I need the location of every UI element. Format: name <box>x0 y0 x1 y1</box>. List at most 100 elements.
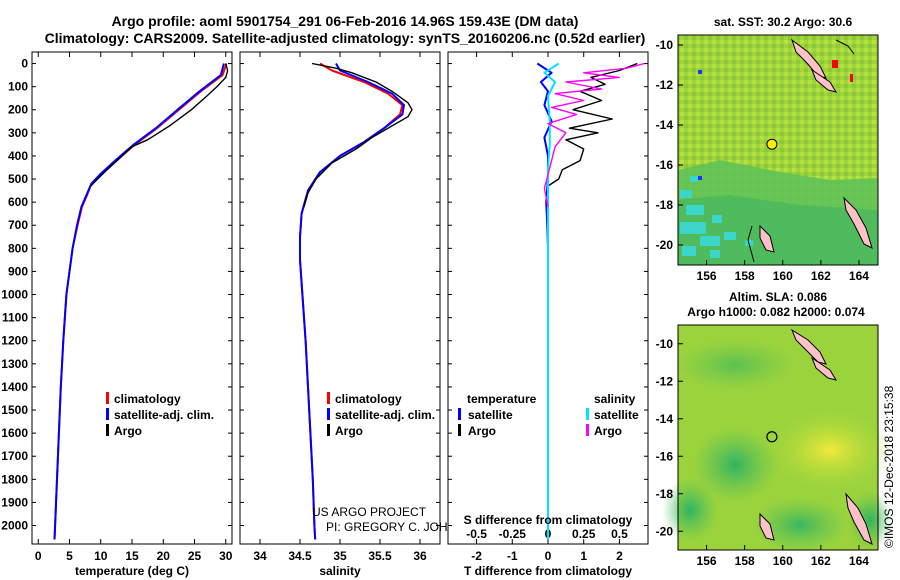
depth-tick-label: 1000 <box>1 288 28 302</box>
legend-swatch-climatology <box>106 392 109 404</box>
legend-satellite: satellite-adj. clim. <box>335 408 435 422</box>
map-y-tick-label: -10 <box>656 337 674 351</box>
map-x-tick-label: 156 <box>697 269 717 283</box>
depth-tick-label: 400 <box>8 149 28 163</box>
x-tick-label: 20 <box>157 549 171 563</box>
map-y-tick-label: -18 <box>656 487 674 501</box>
difference-xlabel: T difference from climatology <box>464 564 632 578</box>
map-x-tick-label: 160 <box>773 554 793 568</box>
sla-low-region <box>675 339 795 391</box>
sst-map: sat. SST: 30.2 Argo: 30.6 <box>656 15 879 283</box>
sst-axis-ticks: 156 158 160 162 164 -10 -12 -14 -16 -18 -20 <box>656 38 870 283</box>
x-tick-label: 35 <box>333 549 347 563</box>
legend-t-argo: Argo <box>468 424 496 438</box>
sst-map-title: sat. SST: 30.2 Argo: 30.6 <box>714 15 853 29</box>
series-s-satellite <box>543 62 560 540</box>
depth-tick-label: 900 <box>8 264 28 278</box>
map-x-tick-label: 164 <box>849 554 869 568</box>
legend-swatch-s-argo <box>586 424 589 436</box>
map-y-tick-label: -14 <box>656 118 674 132</box>
x-tick-label: 0 <box>545 549 552 563</box>
s-diff-tick-label: 0.5 <box>611 527 628 541</box>
depth-tick-label: 700 <box>8 218 28 232</box>
map-x-tick-label: 156 <box>697 554 717 568</box>
temperature-ticks: 0 5 10 15 20 25 30 <box>32 52 233 563</box>
salinity-panel: 34 34.5 35 35.5 36 salinity climatology sate… <box>239 51 482 578</box>
title-line-1: Argo profile: aoml 5901754_291 06-Feb-20… <box>112 13 579 29</box>
sst-cooler-region <box>678 195 878 265</box>
map-y-tick-label: -10 <box>656 38 674 52</box>
map-x-tick-label: 160 <box>773 269 793 283</box>
map-y-tick-label: -12 <box>656 78 674 92</box>
sla-map-title: Altim. SLA: 0.086 <box>729 290 827 304</box>
x-tick-label: 25 <box>188 549 202 563</box>
legend-s-argo: Argo <box>594 424 622 438</box>
s-diff-tick-label: 0.25 <box>572 527 596 541</box>
depth-tick-label: 100 <box>8 80 28 94</box>
s-diff-tick-label: -0.25 <box>499 527 527 541</box>
map-y-tick-label: -16 <box>656 158 674 172</box>
sla-map: Altim. SLA: 0.086 Argo h1000: 0.082 h200… <box>656 290 892 568</box>
depth-tick-label: 500 <box>8 172 28 186</box>
legend-title-temperature: temperature <box>467 392 537 406</box>
sst-cold-pixel <box>698 70 702 74</box>
map-x-tick-label: 162 <box>811 554 831 568</box>
temperature-legend: climatology satellite-adj. clim. Argo <box>106 392 214 438</box>
pi-credit: PI: GREGORY C. JOHNSON <box>326 520 482 534</box>
sla-low-region <box>693 427 777 503</box>
x-tick-label: 1 <box>580 549 587 563</box>
s-diff-tick-label: -0.5 <box>466 527 487 541</box>
difference-legend: temperature satellite Argo salinity sate… <box>458 392 639 438</box>
salinity-plot-frame <box>239 51 441 545</box>
legend-argo: Argo <box>114 424 142 438</box>
map-y-tick-label: -18 <box>656 198 674 212</box>
difference-xlabel-top: S difference from climatology <box>464 513 633 527</box>
legend-s-satellite: satellite <box>594 408 639 422</box>
sla-islands <box>759 328 873 545</box>
x-tick-label: 30 <box>219 549 233 563</box>
project-credit: US ARGO PROJECT <box>312 505 427 519</box>
x-tick-label: 15 <box>125 549 139 563</box>
series-s-argo <box>543 62 645 207</box>
x-tick-label: 35.5 <box>368 549 392 563</box>
sla-low-region <box>662 478 718 542</box>
depth-tick-label: 1800 <box>1 472 28 486</box>
sla-low-region <box>752 497 848 553</box>
depth-tick-label: 600 <box>8 195 28 209</box>
depth-tick-label: 800 <box>8 241 28 255</box>
depth-tick-label: 200 <box>8 103 28 117</box>
legend-swatch-climatology <box>327 392 330 404</box>
depth-tick-label: 300 <box>8 126 28 140</box>
salinity-series <box>299 62 413 540</box>
map-x-tick-label: 158 <box>735 554 755 568</box>
depth-tick-label: 1400 <box>1 380 28 394</box>
depth-tick-label: 0 <box>21 57 28 71</box>
sst-hot-pixel <box>832 60 838 68</box>
salinity-xlabel: salinity <box>319 564 361 578</box>
difference-ticks: -2 -1 0 1 2-0.5 -0.25 0 0.25 0.5 <box>448 52 648 563</box>
sst-map-frame <box>677 34 879 266</box>
series-satellite-adj-clim <box>299 63 405 540</box>
depth-tick-label: 1100 <box>2 311 28 325</box>
x-tick-label: 5 <box>66 549 73 563</box>
sst-argo-position <box>766 138 778 150</box>
map-y-tick-label: -20 <box>656 524 674 538</box>
depth-tick-label: 1900 <box>1 495 28 509</box>
depth-tick-label: 2000 <box>1 519 28 533</box>
map-x-tick-label: 162 <box>811 269 831 283</box>
map-y-tick-label: -20 <box>656 238 674 252</box>
series-satellite-adj-clim <box>53 63 225 540</box>
legend-swatch-t-satellite <box>458 408 461 420</box>
series-t-argo <box>547 62 638 187</box>
map-y-tick-label: -12 <box>656 374 674 388</box>
x-tick-label: 34.5 <box>288 549 312 563</box>
title-line-2: Climatology: CARS2009. Satellite-adjuste… <box>45 30 646 46</box>
difference-series <box>536 62 645 540</box>
depth-tick-label: 1200 <box>1 334 28 348</box>
sla-map-subtitle: Argo h1000: 0.082 h2000: 0.074 <box>687 305 865 319</box>
legend-climatology: climatology <box>335 392 402 406</box>
sla-low-region <box>848 490 892 550</box>
imos-stamp: ©IMOS 12-Dec-2018 23:15:38 <box>882 385 896 548</box>
temperature-series <box>53 63 229 540</box>
depth-axis: 0 100 200 300 400 500 600 700 800 900 1000 1100 1200… <box>1 57 28 533</box>
